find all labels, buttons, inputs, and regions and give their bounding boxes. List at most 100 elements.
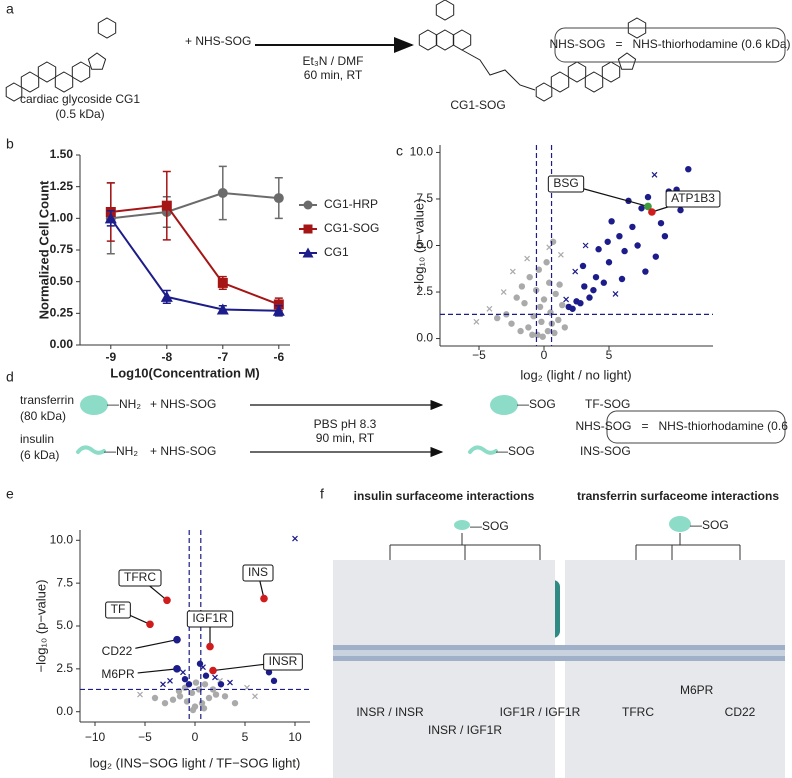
point <box>161 699 169 707</box>
x-axis-title: log₂ (INS−SOG light / TF−SOG light) <box>90 755 301 770</box>
transferrin-icon <box>490 395 518 415</box>
panel-label: a <box>6 1 14 17</box>
annotation-box <box>118 569 162 587</box>
point <box>557 251 564 258</box>
y-tick-label: 7.5 <box>56 575 73 589</box>
point <box>200 705 208 712</box>
x-axis-title: Log10(Concentration M) <box>110 365 260 380</box>
structure <box>97 17 117 39</box>
x-tick-label: 5 <box>606 348 613 362</box>
x-tick-label: -7 <box>217 350 228 364</box>
compound-name: cardiac glycoside CG1 <box>20 92 140 106</box>
highlight-point <box>206 642 214 651</box>
point <box>556 281 563 288</box>
highlight-point <box>173 635 181 644</box>
panel-label: c <box>396 143 403 159</box>
structure <box>550 71 570 93</box>
annotation-box <box>98 668 138 682</box>
point <box>577 299 584 307</box>
conditions: PBS pH 8.3 <box>314 417 377 431</box>
point <box>652 253 659 260</box>
x-tick-label: −5 <box>472 348 486 362</box>
annotation-label: TFRC <box>124 570 156 584</box>
point <box>634 242 641 249</box>
definition: NHS-SOG = NHS-thiorhodamine (0.6 kDa) <box>575 419 792 433</box>
y-tick-label: 7.5 <box>416 191 433 205</box>
legend-marker <box>302 247 314 258</box>
marker <box>273 193 284 204</box>
annotation-box <box>98 645 136 659</box>
point <box>486 305 493 312</box>
amine: —NH₂ <box>107 397 141 411</box>
amine: —NH₂ <box>104 444 138 458</box>
x-tick-label: 0 <box>192 730 199 744</box>
y-tick-label: 10.0 <box>410 145 434 159</box>
x-tick-label: -6 <box>273 350 284 364</box>
annotation-label: INS <box>248 565 268 579</box>
point <box>473 318 480 325</box>
point <box>513 294 520 301</box>
annotation-box <box>263 653 303 671</box>
point <box>540 296 548 303</box>
annotation-box <box>105 601 131 619</box>
compound-name: CG1-SOG <box>450 98 505 112</box>
structure <box>435 29 455 51</box>
membrane <box>333 645 785 650</box>
point <box>657 219 665 227</box>
point <box>538 318 545 326</box>
point <box>618 275 626 283</box>
y-tick-label: 1.25 <box>50 179 74 193</box>
point <box>189 706 197 714</box>
point <box>181 675 189 683</box>
marker <box>160 290 173 302</box>
point <box>604 238 611 245</box>
panel-label: e <box>6 486 14 502</box>
receptor-label: INSR / INSR <box>356 705 424 719</box>
point <box>525 324 532 331</box>
y-tick-label: 0.75 <box>50 242 74 256</box>
highlight-point <box>648 208 656 216</box>
marker <box>273 299 284 310</box>
definition-box <box>606 410 786 444</box>
marker <box>216 303 229 315</box>
y-axis-title: Normalized Cell Count <box>36 180 51 319</box>
legend-label: CG1-HRP <box>324 197 378 211</box>
x-tick-label: -9 <box>105 350 116 364</box>
insulin-icon <box>468 445 498 455</box>
annotation-label: INSR <box>269 654 298 668</box>
point <box>539 333 546 340</box>
transferrin-icon <box>80 395 108 415</box>
annotation-box <box>242 564 274 582</box>
annotation-box <box>547 175 585 193</box>
structure <box>584 71 604 93</box>
structure <box>20 71 40 93</box>
marker <box>161 200 172 211</box>
point <box>167 677 173 684</box>
point <box>544 327 552 335</box>
point <box>536 303 544 311</box>
receptor-label: CD22 <box>725 705 756 719</box>
cell-background <box>333 560 555 778</box>
point <box>582 242 589 249</box>
point <box>188 689 196 697</box>
highlight-point <box>209 666 217 675</box>
structure <box>5 82 23 102</box>
structure <box>461 49 536 91</box>
reagent: + NHS-SOG <box>150 397 216 411</box>
point <box>508 320 515 327</box>
highlight-point <box>146 620 154 629</box>
point <box>572 268 579 275</box>
insulin-icon <box>454 520 470 530</box>
point <box>546 279 553 286</box>
structure <box>535 82 553 102</box>
panel-title: insulin surfaceome interactions <box>354 489 535 503</box>
connector <box>389 533 741 560</box>
receptor-label: M6PR <box>680 683 714 697</box>
marker <box>217 188 228 198</box>
tag: —SOG <box>470 519 509 533</box>
y-axis-title: −log₁₀ (p−value) <box>33 580 48 673</box>
point <box>565 303 572 311</box>
point <box>526 273 533 281</box>
point <box>638 205 645 212</box>
